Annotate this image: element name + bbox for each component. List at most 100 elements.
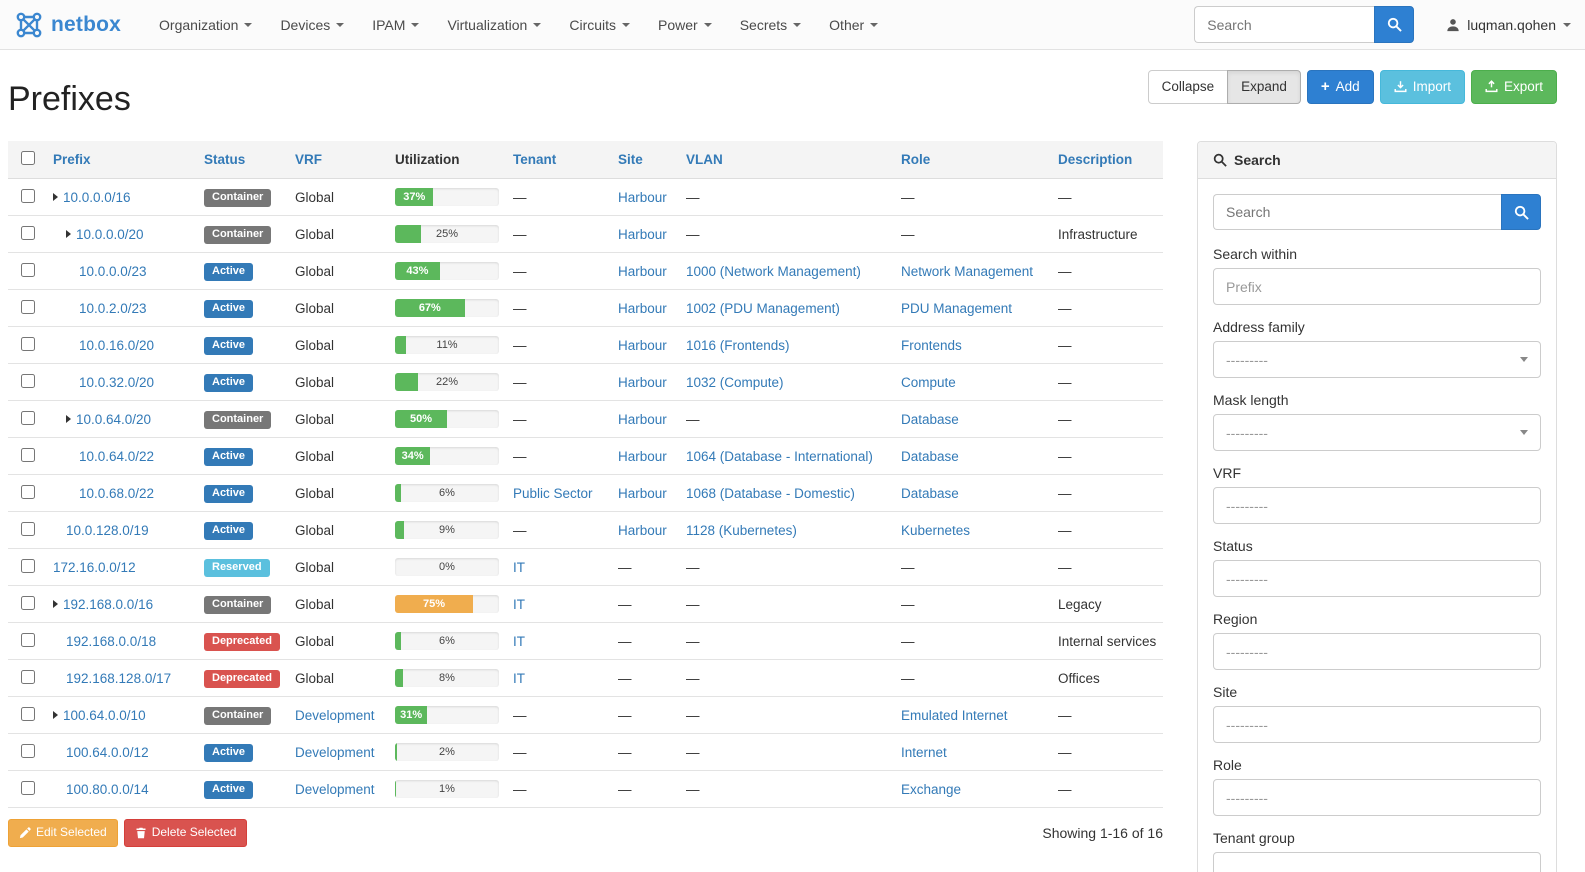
row-checkbox[interactable] <box>21 521 35 536</box>
nav-item-organization[interactable]: Organization <box>145 0 266 50</box>
export-button[interactable]: Export <box>1470 70 1557 104</box>
nav-item-virtualization[interactable]: Virtualization <box>433 0 555 50</box>
filter-input-site[interactable] <box>1213 706 1541 743</box>
prefix-link[interactable]: 192.168.0.0/16 <box>63 596 154 612</box>
navbar-search-button[interactable] <box>1374 6 1415 43</box>
site-link[interactable]: Harbour <box>618 300 667 316</box>
netbox-logo[interactable]: netbox <box>14 10 121 40</box>
row-checkbox[interactable] <box>21 410 35 425</box>
site-link[interactable]: Harbour <box>618 411 667 427</box>
filter-search-input[interactable] <box>1213 194 1501 230</box>
vlan-link[interactable]: 1032 (Compute) <box>686 374 784 390</box>
expand-button[interactable]: Expand <box>1227 70 1301 104</box>
row-checkbox[interactable] <box>21 447 35 462</box>
prefix-link[interactable]: 100.64.0.0/10 <box>63 707 146 723</box>
tenant-link[interactable]: IT <box>513 670 525 686</box>
role-link[interactable]: Kubernetes <box>901 522 971 538</box>
column-header-role[interactable]: Role <box>893 141 1050 179</box>
row-checkbox[interactable] <box>21 780 35 795</box>
row-checkbox[interactable] <box>21 743 35 758</box>
site-link[interactable]: Harbour <box>618 263 667 279</box>
row-checkbox[interactable] <box>21 558 35 573</box>
role-link[interactable]: PDU Management <box>901 300 1013 316</box>
vlan-link[interactable]: 1064 (Database - International) <box>686 448 873 464</box>
site-link[interactable]: Harbour <box>618 522 667 538</box>
site-link[interactable]: Harbour <box>618 337 667 353</box>
prefix-link[interactable]: 10.0.0.0/23 <box>79 263 147 279</box>
column-header-vrf[interactable]: VRF <box>287 141 387 179</box>
role-link[interactable]: Network Management <box>901 263 1034 279</box>
import-button[interactable]: Import <box>1379 70 1465 104</box>
site-link[interactable]: Harbour <box>618 374 667 390</box>
row-checkbox[interactable] <box>21 706 35 721</box>
column-header-site[interactable]: Site <box>610 141 678 179</box>
vlan-link[interactable]: 1128 (Kubernetes) <box>686 522 797 538</box>
column-header-description[interactable]: Description <box>1050 141 1163 179</box>
collapse-button[interactable]: Collapse <box>1147 70 1229 104</box>
select-all-checkbox[interactable] <box>21 151 35 165</box>
filter-input-search-within[interactable] <box>1213 268 1541 305</box>
filter-input-vrf[interactable] <box>1213 487 1541 524</box>
edit-selected-button[interactable]: Edit Selected <box>8 819 118 847</box>
role-link[interactable]: Internet <box>901 744 947 760</box>
role-link[interactable]: Frontends <box>901 337 962 353</box>
prefix-link[interactable]: 172.16.0.0/12 <box>53 559 136 575</box>
row-checkbox[interactable] <box>21 299 35 314</box>
row-checkbox[interactable] <box>21 225 35 240</box>
filter-select-address-family[interactable]: --------- <box>1213 341 1541 378</box>
nav-item-devices[interactable]: Devices <box>266 0 358 50</box>
nav-item-secrets[interactable]: Secrets <box>726 0 815 50</box>
role-link[interactable]: Database <box>901 411 959 427</box>
prefix-link[interactable]: 10.0.0.0/20 <box>76 226 144 242</box>
column-header-vlan[interactable]: VLAN <box>678 141 893 179</box>
vlan-link[interactable]: 1002 (PDU Management) <box>686 300 840 316</box>
user-menu[interactable]: luqman.qohen <box>1446 17 1571 33</box>
vlan-link[interactable]: 1000 (Network Management) <box>686 263 861 279</box>
prefix-link[interactable]: 100.80.0.0/14 <box>66 781 149 797</box>
role-link[interactable]: Database <box>901 485 959 501</box>
nav-item-power[interactable]: Power <box>644 0 726 50</box>
vlan-link[interactable]: 1016 (Frontends) <box>686 337 790 353</box>
prefix-link[interactable]: 10.0.2.0/23 <box>79 300 147 316</box>
prefix-link[interactable]: 192.168.0.0/18 <box>66 633 157 649</box>
row-checkbox[interactable] <box>21 262 35 277</box>
tenant-link[interactable]: IT <box>513 596 525 612</box>
row-checkbox[interactable] <box>21 595 35 610</box>
nav-item-circuits[interactable]: Circuits <box>555 0 644 50</box>
vrf-link[interactable]: Development <box>295 707 375 723</box>
role-link[interactable]: Emulated Internet <box>901 707 1008 723</box>
prefix-link[interactable]: 192.168.128.0/17 <box>66 670 172 686</box>
delete-selected-button[interactable]: Delete Selected <box>123 819 248 847</box>
column-header-prefix[interactable]: Prefix <box>45 141 196 179</box>
prefix-link[interactable]: 10.0.68.0/22 <box>79 485 155 501</box>
add-button[interactable]: + Add <box>1306 70 1374 104</box>
row-checkbox[interactable] <box>21 188 35 203</box>
prefix-link[interactable]: 10.0.32.0/20 <box>79 374 155 390</box>
site-link[interactable]: Harbour <box>618 485 667 501</box>
prefix-link[interactable]: 100.64.0.0/12 <box>66 744 149 760</box>
filter-input-region[interactable] <box>1213 633 1541 670</box>
vlan-link[interactable]: 1068 (Database - Domestic) <box>686 485 855 501</box>
filter-search-button[interactable] <box>1501 194 1541 230</box>
tenant-link[interactable]: IT <box>513 559 525 575</box>
row-checkbox[interactable] <box>21 336 35 351</box>
prefix-link[interactable]: 10.0.64.0/22 <box>79 448 155 464</box>
filter-input-tenant-group[interactable] <box>1213 852 1541 872</box>
row-checkbox[interactable] <box>21 484 35 499</box>
column-header-status[interactable]: Status <box>196 141 287 179</box>
nav-item-ipam[interactable]: IPAM <box>358 0 433 50</box>
site-link[interactable]: Harbour <box>618 448 667 464</box>
site-link[interactable]: Harbour <box>618 189 667 205</box>
prefix-link[interactable]: 10.0.0.0/16 <box>63 189 131 205</box>
prefix-link[interactable]: 10.0.128.0/19 <box>66 522 149 538</box>
filter-input-role[interactable] <box>1213 779 1541 816</box>
role-link[interactable]: Exchange <box>901 781 962 797</box>
row-checkbox[interactable] <box>21 632 35 647</box>
nav-item-other[interactable]: Other <box>815 0 892 50</box>
vrf-link[interactable]: Development <box>295 744 375 760</box>
filter-input-status[interactable] <box>1213 560 1541 597</box>
prefix-link[interactable]: 10.0.64.0/20 <box>76 411 152 427</box>
role-link[interactable]: Database <box>901 448 959 464</box>
tenant-link[interactable]: IT <box>513 633 525 649</box>
filter-select-mask-length[interactable]: --------- <box>1213 414 1541 451</box>
